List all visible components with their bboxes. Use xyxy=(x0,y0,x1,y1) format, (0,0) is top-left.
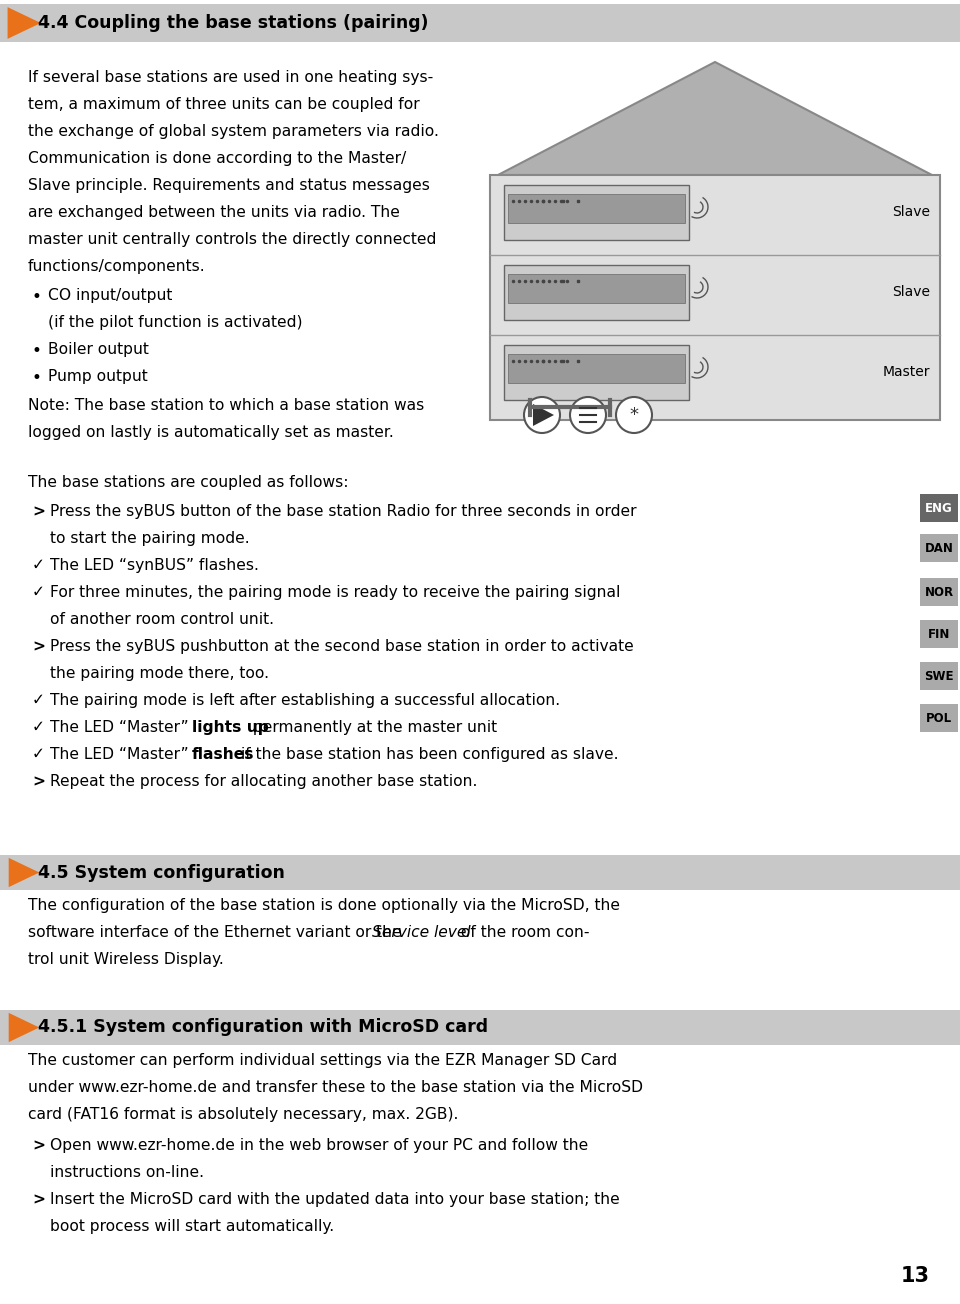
Text: The pairing mode is left after establishing a successful allocation.: The pairing mode is left after establish… xyxy=(50,692,560,708)
Circle shape xyxy=(616,396,652,433)
Text: The LED “Master”: The LED “Master” xyxy=(50,747,194,762)
Text: Slave principle. Requirements and status messages: Slave principle. Requirements and status… xyxy=(28,179,430,193)
Circle shape xyxy=(570,396,606,433)
Text: under www.ezr-home.de and transfer these to the base station via the MicroSD: under www.ezr-home.de and transfer these… xyxy=(28,1080,643,1095)
Text: ✓: ✓ xyxy=(32,585,45,600)
Text: The configuration of the base station is done optionally via the MicroSD, the: The configuration of the base station is… xyxy=(28,898,620,913)
Text: If several base stations are used in one heating sys-: If several base stations are used in one… xyxy=(28,70,433,85)
Text: of another room control unit.: of another room control unit. xyxy=(50,612,274,627)
Text: Communication is done according to the Master/: Communication is done according to the M… xyxy=(28,151,406,166)
Text: of the room con-: of the room con- xyxy=(456,925,589,940)
Text: ✓: ✓ xyxy=(32,720,45,735)
Text: >: > xyxy=(32,775,45,789)
Bar xyxy=(920,578,958,606)
Bar xyxy=(504,265,689,319)
Text: the pairing mode there, too.: the pairing mode there, too. xyxy=(50,666,269,681)
Text: For three minutes, the pairing mode is ready to receive the pairing signal: For three minutes, the pairing mode is r… xyxy=(50,585,620,600)
Polygon shape xyxy=(9,1013,39,1042)
Text: instructions on-line.: instructions on-line. xyxy=(50,1164,204,1180)
Text: to start the pairing mode.: to start the pairing mode. xyxy=(50,531,250,546)
Text: >: > xyxy=(32,505,45,519)
Text: software interface of the Ethernet variant or the: software interface of the Ethernet varia… xyxy=(28,925,406,940)
Text: Service level: Service level xyxy=(372,925,470,940)
Text: CO input/output: CO input/output xyxy=(48,288,173,303)
Polygon shape xyxy=(9,858,39,887)
Text: Insert the MicroSD card with the updated data into your base station; the: Insert the MicroSD card with the updated… xyxy=(50,1192,620,1208)
Text: logged on lastly is automatically set as master.: logged on lastly is automatically set as… xyxy=(28,425,394,439)
Text: The LED “Master”: The LED “Master” xyxy=(50,720,194,735)
Bar xyxy=(508,274,685,303)
Text: functions/components.: functions/components. xyxy=(28,259,205,274)
Text: if the base station has been configured as slave.: if the base station has been configured … xyxy=(236,747,618,762)
Bar xyxy=(508,194,685,223)
Text: Slave: Slave xyxy=(892,206,930,219)
Text: Press the syBUS pushbutton at the second base station in order to activate: Press the syBUS pushbutton at the second… xyxy=(50,639,634,655)
Text: Boiler output: Boiler output xyxy=(48,342,149,357)
Text: SWE: SWE xyxy=(924,669,953,682)
Text: lights up: lights up xyxy=(192,720,269,735)
Text: •: • xyxy=(31,342,41,360)
Text: tem, a maximum of three units can be coupled for: tem, a maximum of three units can be cou… xyxy=(28,96,420,112)
Text: master unit centrally controls the directly connected: master unit centrally controls the direc… xyxy=(28,232,437,246)
Text: the exchange of global system parameters via radio.: the exchange of global system parameters… xyxy=(28,124,439,140)
Text: 4.5 System configuration: 4.5 System configuration xyxy=(38,863,285,882)
Circle shape xyxy=(524,396,560,433)
Text: ENG: ENG xyxy=(925,502,953,515)
Bar xyxy=(920,494,958,522)
Bar xyxy=(504,185,689,240)
Text: ✓: ✓ xyxy=(32,558,45,572)
Bar xyxy=(920,662,958,690)
Bar xyxy=(490,175,940,420)
Text: Pump output: Pump output xyxy=(48,369,148,383)
Text: NOR: NOR xyxy=(924,585,953,599)
Text: Repeat the process for allocating another base station.: Repeat the process for allocating anothe… xyxy=(50,775,477,789)
Text: *: * xyxy=(630,406,638,424)
Bar xyxy=(0,1011,960,1045)
Text: •: • xyxy=(31,369,41,387)
Text: >: > xyxy=(32,1138,45,1153)
Text: The customer can perform individual settings via the EZR Manager SD Card: The customer can perform individual sett… xyxy=(28,1054,617,1068)
Text: •: • xyxy=(31,288,41,306)
Text: card (FAT16 format is absolutely necessary, max. 2GB).: card (FAT16 format is absolutely necessa… xyxy=(28,1107,458,1121)
Text: trol unit Wireless Display.: trol unit Wireless Display. xyxy=(28,952,224,968)
Bar xyxy=(504,346,689,400)
Text: 4.5.1 System configuration with MicroSD card: 4.5.1 System configuration with MicroSD … xyxy=(38,1018,488,1037)
Bar xyxy=(0,4,960,42)
Text: ✓: ✓ xyxy=(32,692,45,708)
Text: >: > xyxy=(32,639,45,655)
Bar xyxy=(920,535,958,562)
Polygon shape xyxy=(8,7,40,39)
Text: Press the syBUS button of the base station Radio for three seconds in order: Press the syBUS button of the base stati… xyxy=(50,505,636,519)
Text: (if the pilot function is activated): (if the pilot function is activated) xyxy=(48,316,302,330)
Text: Slave: Slave xyxy=(892,286,930,300)
Polygon shape xyxy=(498,63,932,175)
Bar xyxy=(920,619,958,648)
Text: The LED “synBUS” flashes.: The LED “synBUS” flashes. xyxy=(50,558,259,572)
Text: 4.4 Coupling the base stations (pairing): 4.4 Coupling the base stations (pairing) xyxy=(38,14,428,33)
Bar xyxy=(0,855,960,891)
Text: POL: POL xyxy=(926,712,952,725)
Text: FIN: FIN xyxy=(927,627,950,640)
Bar xyxy=(508,355,685,383)
Text: The base stations are coupled as follows:: The base stations are coupled as follows… xyxy=(28,475,348,490)
Text: are exchanged between the units via radio. The: are exchanged between the units via radi… xyxy=(28,205,400,220)
Text: DAN: DAN xyxy=(924,541,953,554)
Text: Master: Master xyxy=(882,365,930,379)
Text: 13: 13 xyxy=(901,1266,930,1286)
Text: boot process will start automatically.: boot process will start automatically. xyxy=(50,1219,334,1234)
Text: ✓: ✓ xyxy=(32,747,45,762)
Text: permanently at the master unit: permanently at the master unit xyxy=(248,720,497,735)
Bar xyxy=(920,704,958,732)
Text: Open www.ezr-home.de in the web browser of your PC and follow the: Open www.ezr-home.de in the web browser … xyxy=(50,1138,588,1153)
Text: flashes: flashes xyxy=(192,747,254,762)
Text: Note: The base station to which a base station was: Note: The base station to which a base s… xyxy=(28,398,424,413)
Polygon shape xyxy=(533,404,554,426)
Text: >: > xyxy=(32,1192,45,1208)
